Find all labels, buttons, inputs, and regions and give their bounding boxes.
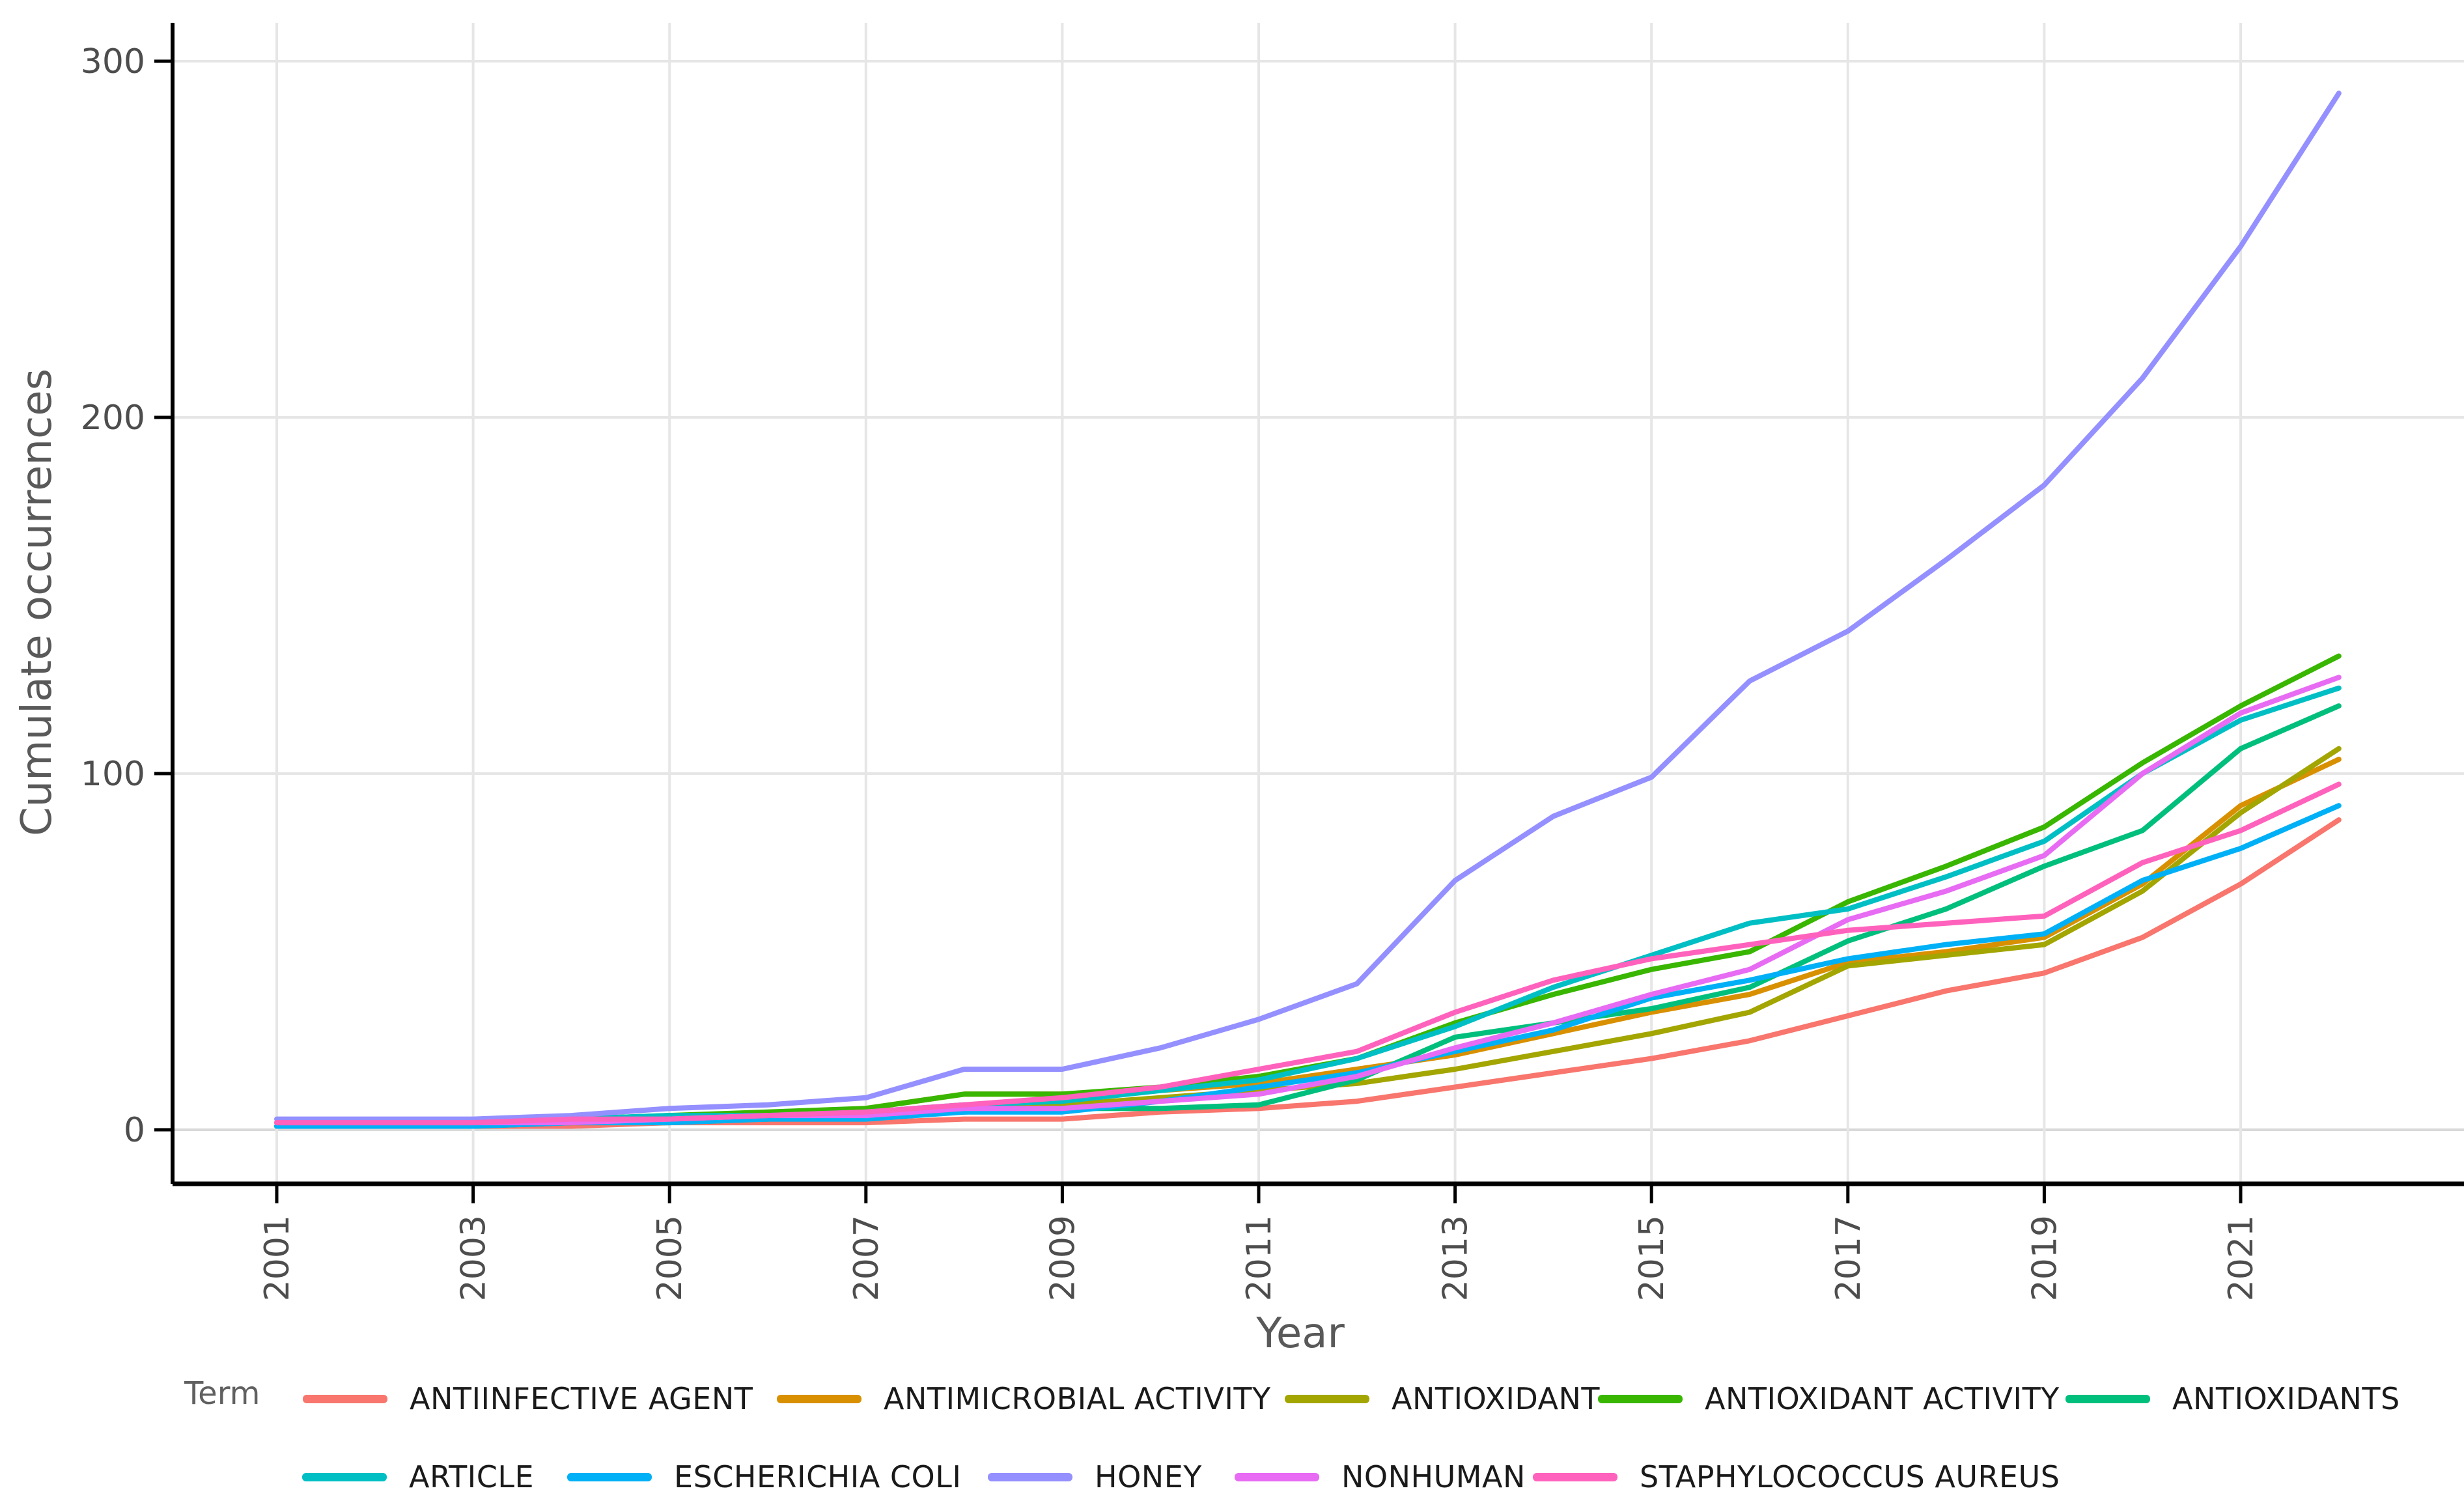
x-tick-label: 2007 — [847, 1215, 886, 1301]
x-tick-label: 2009 — [1043, 1215, 1082, 1301]
y-tick-label: 200 — [81, 399, 145, 438]
axes: 0 100 200 300 2001 2003 2005 2007 2009 2011 2013 20… — [81, 23, 2464, 1301]
legend-item-label: ANTIMICROBIAL ACTIVITY — [884, 1381, 1271, 1416]
legend-item-label: ANTIOXIDANTS — [2172, 1381, 2400, 1416]
legend-key-icon — [567, 1472, 652, 1481]
series-line-escherichia-coli — [274, 803, 2342, 1129]
legend-key-icon — [1235, 1472, 1319, 1481]
series-line-nonhuman — [274, 675, 2342, 1126]
series-lines — [274, 91, 2342, 1129]
legend-item-antioxidant: ANTIOXIDANT — [1285, 1379, 1600, 1418]
legend-row-2: ARTICLE ESCHERICHIA COLI HONEY NONHUMAN STAP… — [0, 1457, 2464, 1496]
x-tick-label: 2017 — [1829, 1215, 1868, 1301]
legend-item-honey: HONEY — [988, 1457, 1202, 1496]
legend-key-icon — [303, 1394, 387, 1403]
legend-item-label: ESCHERICHIA COLI — [674, 1459, 962, 1494]
legend-key-icon — [988, 1472, 1072, 1481]
x-tick-label: 2019 — [2025, 1215, 2064, 1301]
legend-item-label: ARTICLE — [409, 1459, 535, 1494]
y-axis-title: Cumulate occurrences — [13, 369, 61, 836]
legend-item-label: HONEY — [1095, 1459, 1202, 1494]
legend-item-escherichia-coli: ESCHERICHIA COLI — [567, 1457, 961, 1496]
legend-key-icon — [1598, 1394, 1683, 1403]
legend-key-icon — [1285, 1394, 1369, 1403]
gridlines — [173, 23, 2464, 1184]
legend-row-1: ANTIINFECTIVE AGENT ANTIMICROBIAL ACTIVIT… — [0, 1379, 2464, 1418]
legend-item-staphylococcus-aureus: STAPHYLOCOCCUS AUREUS — [1533, 1457, 2060, 1496]
legend-key-icon — [2065, 1394, 2150, 1403]
x-axis-title: Year — [1256, 1309, 1345, 1358]
legend-item-label: ANTIOXIDANT ACTIVITY — [1705, 1381, 2060, 1416]
legend-key-icon — [302, 1472, 387, 1481]
legend-key-icon — [777, 1394, 861, 1403]
y-tick-label: 0 — [124, 1111, 145, 1150]
x-tick-label: 2013 — [1436, 1215, 1476, 1301]
series-line-article — [274, 685, 2342, 1126]
x-tick-label: 2001 — [258, 1215, 297, 1301]
legend-item-antioxidants: ANTIOXIDANTS — [2065, 1379, 2400, 1418]
series-line-honey — [274, 91, 2342, 1122]
y-tick-label: 300 — [81, 42, 145, 81]
legend-item-antimicrobial-activity: ANTIMICROBIAL ACTIVITY — [777, 1379, 1271, 1418]
x-tick-label: 2005 — [651, 1215, 690, 1301]
legend-item-article: ARTICLE — [302, 1457, 534, 1496]
legend-item-label: ANTIOXIDANT — [1392, 1381, 1600, 1416]
series-line-staphylococcus-aureus — [274, 781, 2342, 1126]
legend-title: Term — [184, 1375, 260, 1412]
x-tick-label: 2011 — [1240, 1215, 1279, 1301]
legend-item-label: STAPHYLOCOCCUS AUREUS — [1640, 1459, 2060, 1494]
x-tick-label: 2003 — [455, 1215, 494, 1301]
legend-key-icon — [1533, 1472, 1617, 1481]
y-tick-label: 100 — [81, 755, 145, 794]
x-tick-label: 2021 — [2222, 1215, 2261, 1301]
legend-item-antioxidant-activity: ANTIOXIDANT ACTIVITY — [1598, 1379, 2060, 1418]
series-line-antioxidant-activity — [274, 653, 2342, 1129]
legend-item-nonhuman: NONHUMAN — [1235, 1457, 1526, 1496]
x-tick-label: 2015 — [1632, 1215, 1672, 1301]
legend-item-label: NONHUMAN — [1341, 1459, 1526, 1494]
legend-item-antiinfective-agent: ANTIINFECTIVE AGENT — [303, 1379, 753, 1418]
legend-item-label: ANTIINFECTIVE AGENT — [410, 1381, 753, 1416]
